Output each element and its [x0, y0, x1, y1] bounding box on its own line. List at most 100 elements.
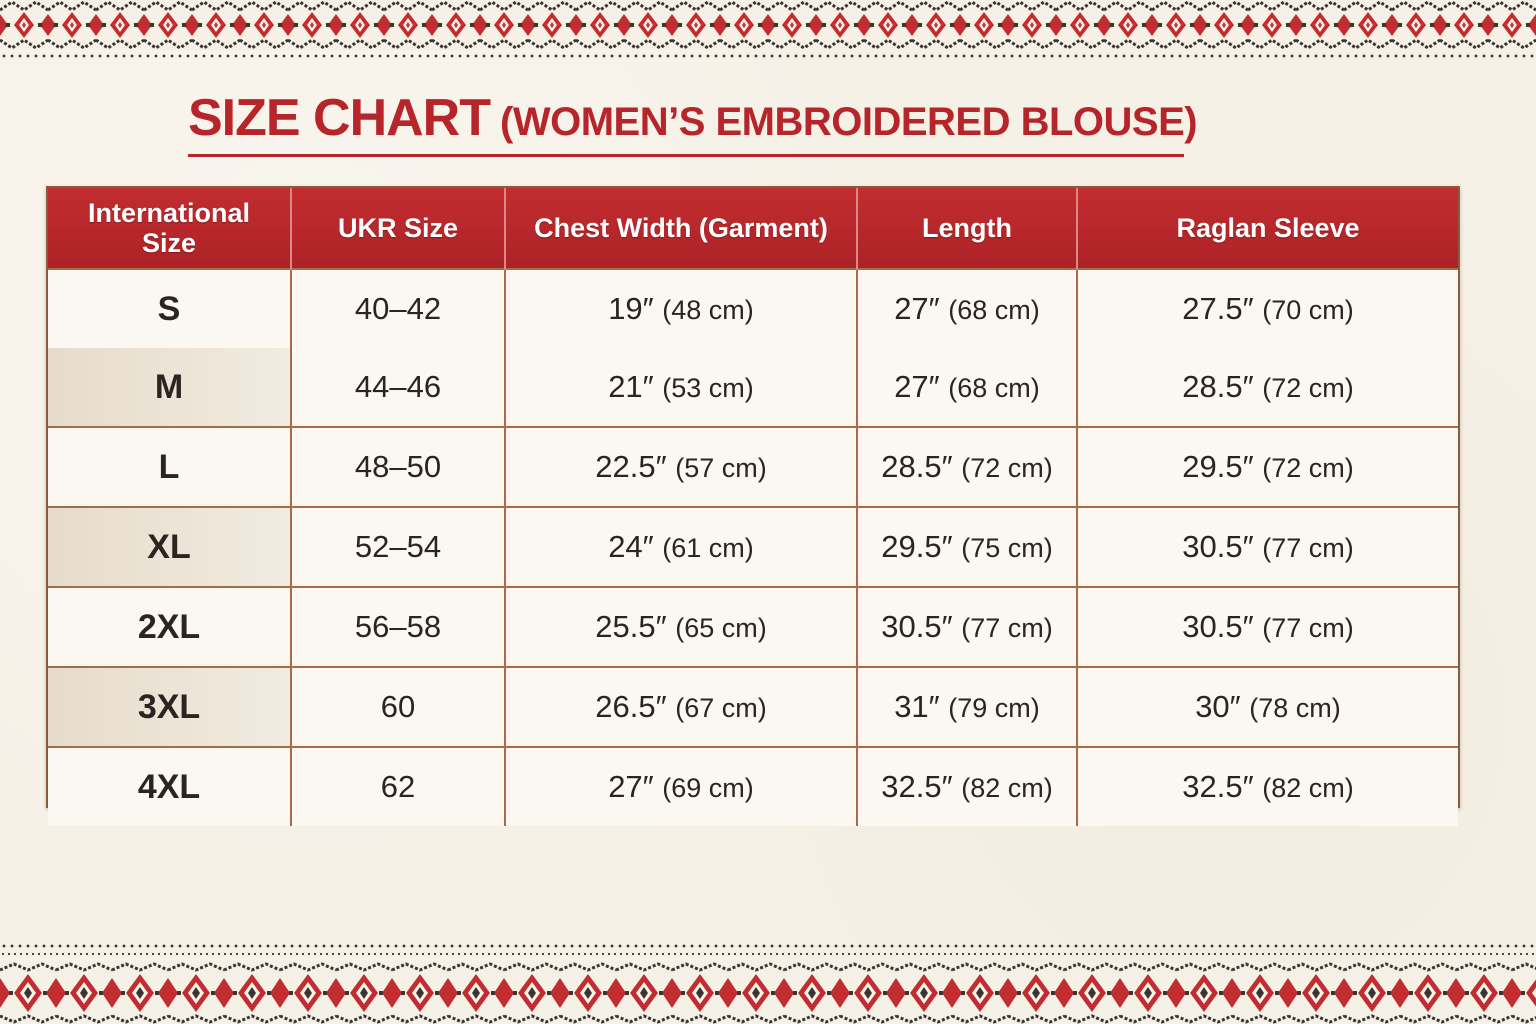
sleeve-inches: 30″ — [1195, 689, 1241, 724]
length-cm: (75 cm) — [961, 533, 1053, 563]
chest-inches: 21″ — [608, 369, 654, 404]
cell-ukr-size: 56–58 — [291, 586, 506, 667]
title-main: SIZE CHART — [188, 89, 491, 147]
length-inches: 27″ — [894, 369, 940, 404]
cell-sleeve: 32.5″ (82 cm) — [1077, 746, 1458, 826]
length-cm: (77 cm) — [961, 613, 1053, 643]
header-ukr-size: UKR Size — [291, 188, 506, 269]
cell-intl-size: M — [48, 348, 292, 427]
cell-ukr-size: 52–54 — [291, 506, 506, 587]
cell-ukr-size: 48–50 — [291, 426, 506, 507]
sleeve-cm: (78 cm) — [1249, 693, 1341, 723]
bottom-embroidery-border — [0, 962, 1536, 1024]
chest-cm: (53 cm) — [662, 373, 754, 403]
cell-length: 31″ (79 cm) — [857, 666, 1078, 747]
top-embroidery-border — [0, 0, 1536, 50]
chest-cm: (48 cm) — [662, 295, 754, 325]
sleeve-inches: 32.5″ — [1182, 769, 1254, 804]
sleeve-cm: (70 cm) — [1262, 295, 1354, 325]
chest-inches: 27″ — [608, 769, 654, 804]
cell-sleeve: 30.5″ (77 cm) — [1077, 586, 1458, 667]
table-header-row: International Size UKR Size Chest Width … — [48, 188, 1458, 269]
cell-sleeve: 28.5″ (72 cm) — [1077, 348, 1458, 427]
cell-length: 30.5″ (77 cm) — [857, 586, 1078, 667]
length-cm: (68 cm) — [948, 373, 1040, 403]
cell-chest: 21″ (53 cm) — [505, 348, 858, 427]
chest-cm: (65 cm) — [675, 613, 767, 643]
size-table-frame: International Size UKR Size Chest Width … — [46, 186, 1460, 826]
sleeve-cm: (77 cm) — [1262, 613, 1354, 643]
table-row: XL 52–54 24″ (61 cm) 29.5″ (75 cm) 30.5″… — [48, 506, 1458, 587]
length-inches: 27″ — [894, 291, 940, 326]
title-block: SIZE CHART (WOMEN’S EMBROIDERED BLOUSE) — [188, 88, 1198, 157]
cell-intl-size: 2XL — [48, 586, 292, 667]
sleeve-cm: (82 cm) — [1262, 773, 1354, 803]
chest-cm: (67 cm) — [675, 693, 767, 723]
cell-chest: 25.5″ (65 cm) — [505, 586, 858, 667]
cell-ukr-size: 62 — [291, 746, 506, 826]
sleeve-cm: (77 cm) — [1262, 533, 1354, 563]
header-raglan-sleeve: Raglan Sleeve — [1077, 188, 1458, 269]
cell-ukr-size: 40–42 — [291, 268, 506, 348]
sleeve-inches: 29.5″ — [1182, 449, 1254, 484]
cell-ukr-size: 60 — [291, 666, 506, 747]
sleeve-inches: 27.5″ — [1182, 291, 1254, 326]
table-row: S 40–42 19″ (48 cm) 27″ (68 cm) 27.5″ (7… — [48, 268, 1458, 348]
length-cm: (82 cm) — [961, 773, 1053, 803]
title-subtitle: (WOMEN’S EMBROIDERED BLOUSE) — [500, 100, 1198, 144]
cell-intl-size: S — [48, 268, 292, 348]
sleeve-inches: 28.5″ — [1182, 369, 1254, 404]
cell-chest: 26.5″ (67 cm) — [505, 666, 858, 747]
bottom-dotted-line-fine — [0, 952, 1536, 956]
cell-sleeve: 30.5″ (77 cm) — [1077, 506, 1458, 587]
cell-ukr-size: 44–46 — [291, 348, 506, 427]
cell-length: 32.5″ (82 cm) — [857, 746, 1078, 826]
cell-length: 27″ (68 cm) — [857, 348, 1078, 427]
length-cm: (72 cm) — [961, 453, 1053, 483]
cell-sleeve: 30″ (78 cm) — [1077, 666, 1458, 747]
table-row: L 48–50 22.5″ (57 cm) 28.5″ (72 cm) 29.5… — [48, 426, 1458, 507]
header-chest-width: Chest Width (Garment) — [505, 188, 858, 269]
size-table: International Size UKR Size Chest Width … — [48, 188, 1458, 826]
table-row: 4XL 62 27″ (69 cm) 32.5″ (82 cm) 32.5″ (… — [48, 746, 1458, 826]
bottom-dotted-line — [0, 944, 1536, 948]
length-cm: (79 cm) — [948, 693, 1040, 723]
page-title: SIZE CHART (WOMEN’S EMBROIDERED BLOUSE) — [188, 88, 1198, 154]
table-row: 3XL 60 26.5″ (67 cm) 31″ (79 cm) 30″ (78… — [48, 666, 1458, 747]
length-cm: (68 cm) — [948, 295, 1040, 325]
cell-sleeve: 29.5″ (72 cm) — [1077, 426, 1458, 507]
length-inches: 29.5″ — [881, 529, 953, 564]
length-inches: 31″ — [894, 689, 940, 724]
chest-inches: 19″ — [608, 291, 654, 326]
table-row: 2XL 56–58 25.5″ (65 cm) 30.5″ (77 cm) 30… — [48, 586, 1458, 667]
cell-chest: 19″ (48 cm) — [505, 268, 858, 348]
cell-chest: 24″ (61 cm) — [505, 506, 858, 587]
chest-cm: (61 cm) — [662, 533, 754, 563]
length-inches: 28.5″ — [881, 449, 953, 484]
cell-intl-size: 3XL — [48, 666, 292, 747]
cell-chest: 27″ (69 cm) — [505, 746, 858, 826]
length-inches: 30.5″ — [881, 609, 953, 644]
header-length: Length — [857, 188, 1078, 269]
top-dotted-line — [0, 54, 1536, 58]
chest-inches: 26.5″ — [595, 689, 667, 724]
sleeve-inches: 30.5″ — [1182, 609, 1254, 644]
chest-cm: (69 cm) — [662, 773, 754, 803]
table-row: M 44–46 21″ (53 cm) 27″ (68 cm) 28.5″ (7… — [48, 348, 1458, 427]
cell-length: 28.5″ (72 cm) — [857, 426, 1078, 507]
cell-intl-size: L — [48, 426, 292, 507]
cell-sleeve: 27.5″ (70 cm) — [1077, 268, 1458, 348]
header-international-size: International Size — [48, 188, 292, 269]
chest-inches: 25.5″ — [595, 609, 667, 644]
cell-chest: 22.5″ (57 cm) — [505, 426, 858, 507]
chest-inches: 24″ — [608, 529, 654, 564]
sleeve-cm: (72 cm) — [1262, 373, 1354, 403]
sleeve-cm: (72 cm) — [1262, 453, 1354, 483]
cell-intl-size: XL — [48, 506, 292, 587]
cell-length: 27″ (68 cm) — [857, 268, 1078, 348]
chest-cm: (57 cm) — [675, 453, 767, 483]
cell-intl-size: 4XL — [48, 746, 292, 826]
length-inches: 32.5″ — [881, 769, 953, 804]
chest-inches: 22.5″ — [595, 449, 667, 484]
cell-length: 29.5″ (75 cm) — [857, 506, 1078, 587]
